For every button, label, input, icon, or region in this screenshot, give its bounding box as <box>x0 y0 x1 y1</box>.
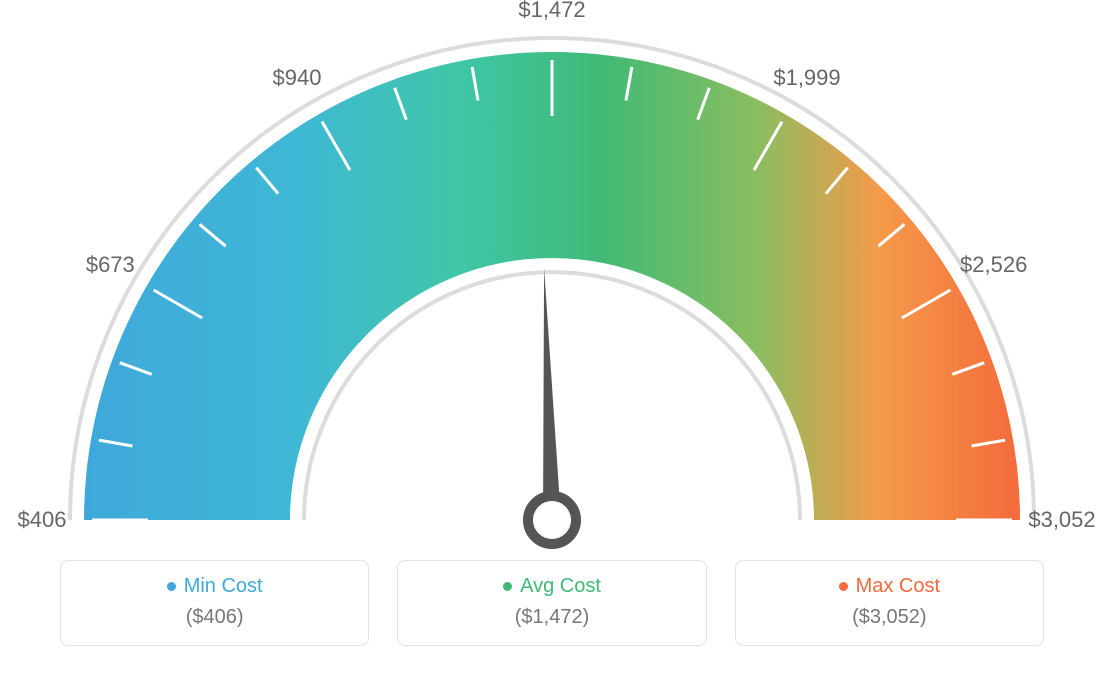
gauge-tick-label: $406 <box>18 507 67 533</box>
legend-title-max: Max Cost <box>746 575 1033 598</box>
gauge-tick-label: $3,052 <box>1028 507 1095 533</box>
dot-icon <box>503 582 512 591</box>
gauge-svg <box>0 0 1104 560</box>
legend-title-text: Avg Cost <box>520 575 601 597</box>
gauge-tick-label: $1,472 <box>518 0 585 23</box>
legend-title-text: Max Cost <box>856 575 940 597</box>
gauge-tick-label: $673 <box>86 252 135 278</box>
legend-value-avg: ($1,472) <box>408 606 695 629</box>
dot-icon <box>839 582 848 591</box>
legend-value-min: ($406) <box>71 606 358 629</box>
gauge-tick-label: $940 <box>273 65 322 91</box>
legend-title-avg: Avg Cost <box>408 575 695 598</box>
legend-value-max: ($3,052) <box>746 606 1033 629</box>
legend-row: Min Cost ($406) Avg Cost ($1,472) Max Co… <box>0 560 1104 646</box>
legend-card-min: Min Cost ($406) <box>60 560 369 646</box>
dot-icon <box>167 582 176 591</box>
legend-title-text: Min Cost <box>184 575 263 597</box>
legend-card-avg: Avg Cost ($1,472) <box>397 560 706 646</box>
gauge-tick-label: $1,999 <box>773 65 840 91</box>
gauge-tick-label: $2,526 <box>960 252 1027 278</box>
legend-title-min: Min Cost <box>71 575 358 598</box>
legend-card-max: Max Cost ($3,052) <box>735 560 1044 646</box>
gauge-chart: $406 $673 $940 $1,472 $1,999 $2,526 $3,052 <box>0 0 1104 560</box>
